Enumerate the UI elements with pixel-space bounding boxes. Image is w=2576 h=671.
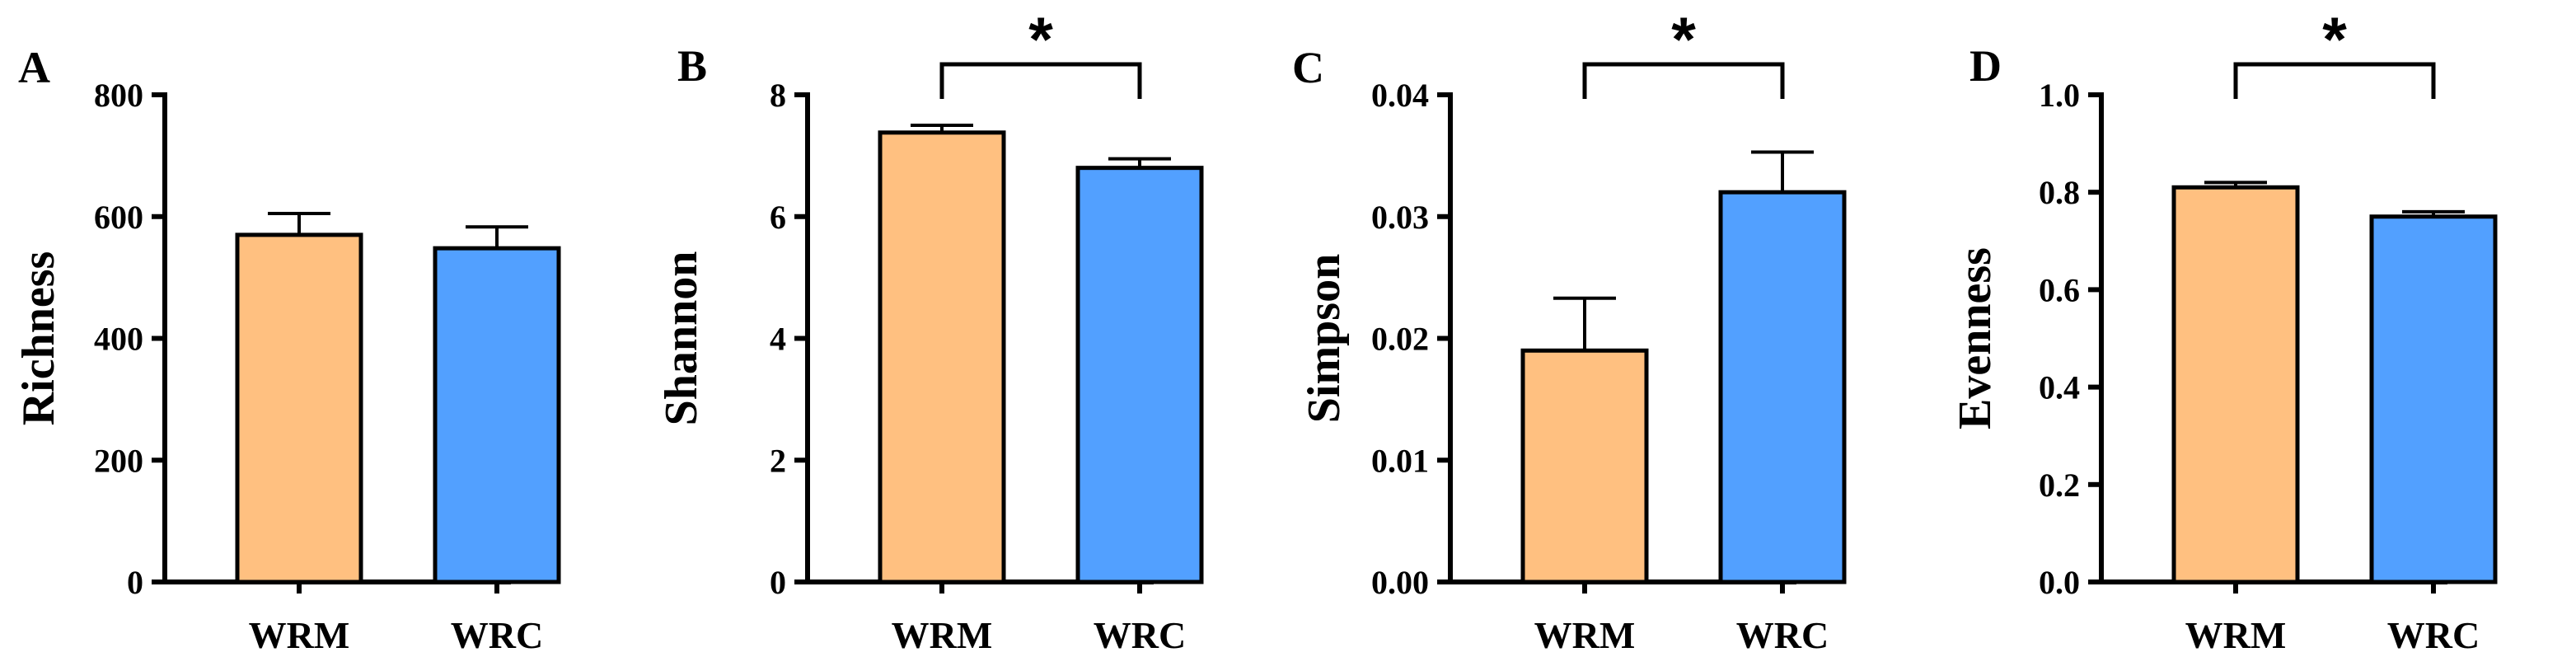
panel-d: D Evenness 0.0 0.2 0.4 0.6 0.8 1.0 WRM WRC *: [1950, 5, 2498, 656]
significance-bracket: [939, 62, 1142, 99]
bar-wrc: [2369, 214, 2498, 584]
y-tick-label: 800: [94, 77, 143, 114]
x-tick-label: WRM: [2185, 614, 2287, 656]
y-tick-label: 2: [770, 442, 786, 479]
x-tick-label: WRM: [1534, 614, 1636, 656]
y-tick-label: 6: [770, 199, 786, 236]
y-tick-label: 0.01: [1371, 442, 1429, 479]
panel-c: C Simpson 0.00 0.01 0.02 0.03 0.04 WRM WRC *: [1292, 5, 1847, 656]
x-tick-label: WRC: [451, 614, 543, 656]
bar-wrm: [235, 232, 363, 584]
x-tick-label: WRC: [1736, 614, 1829, 656]
y-tick-label: 8: [770, 77, 786, 114]
y-tick-label: 0.6: [2039, 271, 2080, 308]
y-tick-label: 0: [770, 564, 786, 601]
panel-letter: A: [18, 43, 50, 92]
y-tick-label: 0: [127, 564, 143, 601]
y-tick-label: 0.02: [1371, 321, 1429, 358]
significance-star: *: [1671, 5, 1696, 75]
panel-letter: D: [1969, 41, 2002, 91]
bar-wrc: [1075, 166, 1204, 584]
y-tick-label: 0.00: [1371, 564, 1429, 601]
y-tick-label: 0.0: [2039, 564, 2080, 601]
y-tick-label: 0.2: [2039, 467, 2080, 504]
bar-wrm: [2171, 185, 2300, 584]
y-tick-label: 1.0: [2039, 77, 2080, 114]
y-axis-label: Shannon: [656, 251, 707, 426]
bar-wrm: [1520, 348, 1649, 584]
y-tick-label: 0.04: [1371, 77, 1429, 114]
x-tick-label: WRM: [249, 614, 350, 656]
panel-letter: C: [1292, 43, 1324, 92]
panel-letter: B: [677, 41, 707, 91]
y-tick-label: 600: [94, 199, 143, 236]
panel-b: B Shannon 0 2 4 6 8 WRM WRC *: [656, 5, 1204, 656]
significance-bracket: [1582, 62, 1785, 99]
y-tick-label: 4: [770, 321, 786, 358]
y-tick-label: 0.8: [2039, 174, 2080, 211]
x-tick-label: WRC: [2387, 614, 2480, 656]
y-tick-label: 0.4: [2039, 369, 2080, 406]
bar-wrm: [878, 130, 1006, 584]
y-tick-label: 200: [94, 442, 143, 479]
significance-star: *: [1028, 5, 1053, 75]
bar-wrc: [433, 246, 561, 584]
x-tick-label: WRC: [1094, 614, 1186, 656]
panel-a: A Richness 0 200 400 600 800 WRM WRC: [13, 43, 561, 656]
significance-bracket: [2233, 62, 2436, 99]
x-tick-label: WRM: [892, 614, 993, 656]
significance-star: *: [2322, 5, 2347, 75]
bar-wrc: [1718, 190, 1847, 584]
y-tick-label: 400: [94, 321, 143, 358]
y-axis-label: Simpson: [1299, 254, 1350, 423]
y-axis-label: Richness: [13, 251, 64, 426]
y-axis-label: Evenness: [1950, 247, 2001, 429]
y-tick-label: 0.03: [1371, 199, 1429, 236]
